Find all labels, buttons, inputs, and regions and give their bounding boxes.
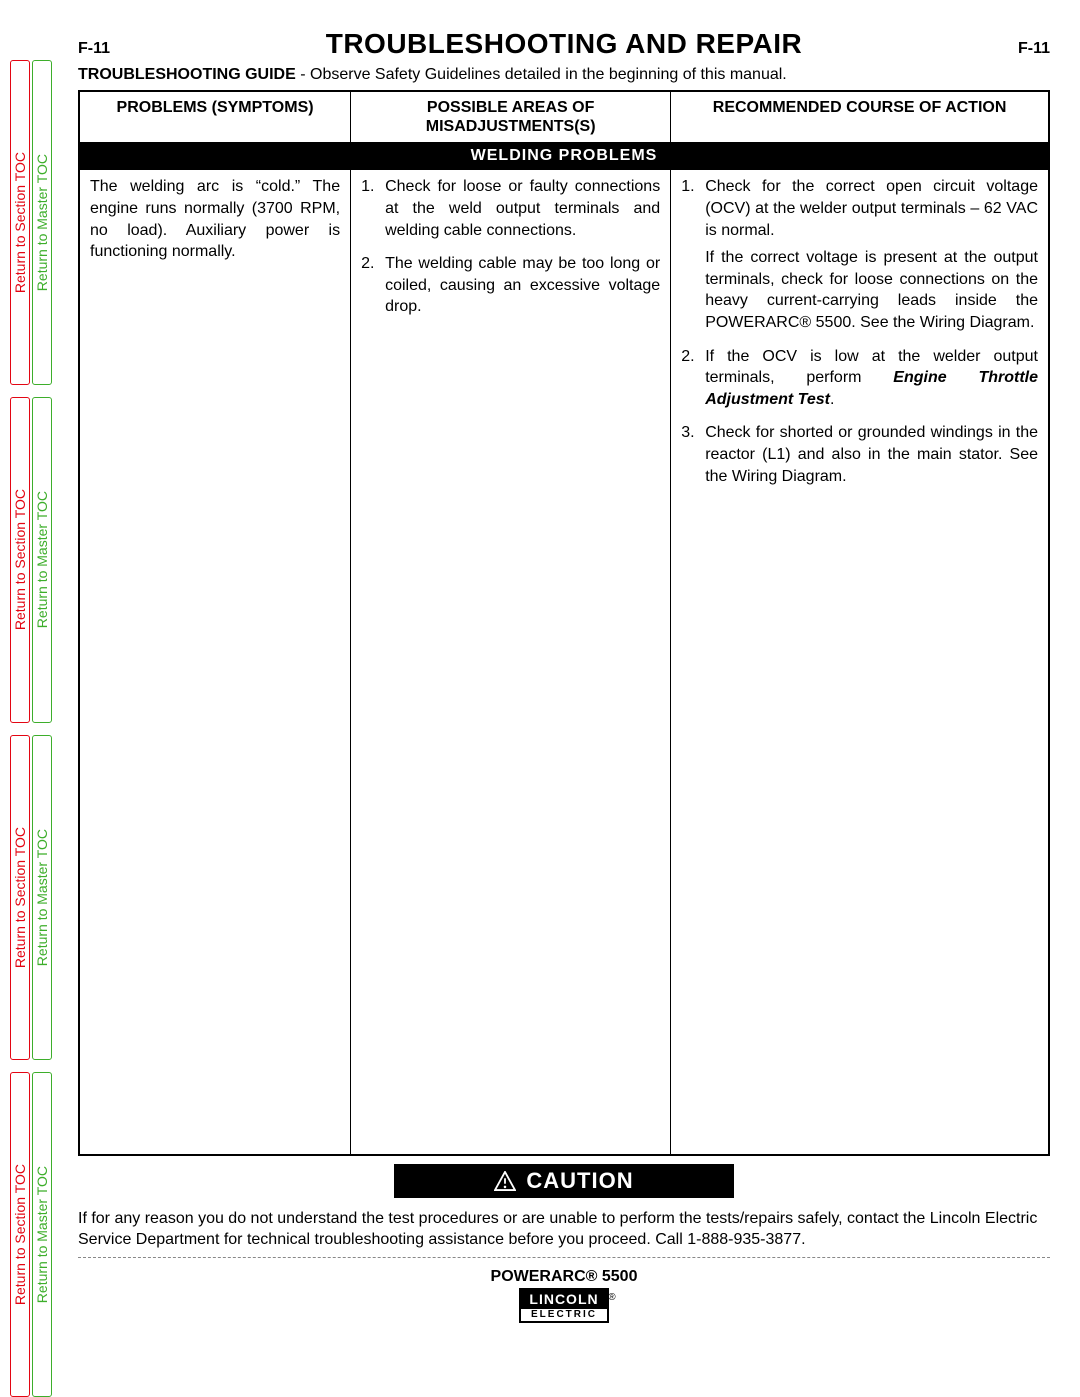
guide-line: TROUBLESHOOTING GUIDE - Observe Safety G… xyxy=(78,66,1050,84)
master-toc-label: Return to Master TOC xyxy=(34,491,50,628)
section-toc-tab[interactable]: Return to Section TOC xyxy=(10,735,30,1060)
side-tabs: Return to Section TOC Return to Section … xyxy=(10,0,52,1397)
master-toc-label: Return to Master TOC xyxy=(34,154,50,291)
master-toc-tab[interactable]: Return to Master TOC xyxy=(32,397,52,722)
master-toc-label: Return to Master TOC xyxy=(34,1166,50,1303)
logo-reg: ® xyxy=(608,1292,616,1303)
rec-item: Check for the correct open circuit volta… xyxy=(681,176,1038,241)
problem-cell: The welding arc is “cold.” The engine ru… xyxy=(79,170,351,1155)
caution-label: CAUTION xyxy=(526,1168,633,1194)
possible-item: The welding cable may be too long or coi… xyxy=(361,253,660,318)
master-toc-tab[interactable]: Return to Master TOC xyxy=(32,60,52,385)
logo-bottom: ELECTRIC xyxy=(519,1309,608,1323)
possible-item: Check for loose or faulty connections at… xyxy=(361,176,660,241)
section-toc-tab[interactable]: Return to Section TOC xyxy=(10,1072,30,1397)
page-content: F-11 TROUBLESHOOTING AND REPAIR F-11 TRO… xyxy=(78,28,1050,1323)
section-band-label: WELDING PROBLEMS xyxy=(79,143,1049,170)
recommended-list-cont: If the OCV is low at the welder output t… xyxy=(681,346,1038,488)
table-header-row: PROBLEMS (SYMPTOMS) POSSIBLE AREAS OF MI… xyxy=(79,91,1049,143)
page-ref-right: F-11 xyxy=(1018,40,1050,58)
recommended-cell: Check for the correct open circuit volta… xyxy=(671,170,1049,1155)
rec-subpara: If the correct voltage is present at the… xyxy=(681,247,1038,333)
table-body-row: The welding arc is “cold.” The engine ru… xyxy=(79,170,1049,1155)
possible-list: Check for loose or faulty connections at… xyxy=(361,176,660,318)
col-header-recommended: RECOMMENDED COURSE OF ACTION xyxy=(671,91,1049,143)
page-ref-left: F-11 xyxy=(78,40,110,58)
logo-top: LINCOLN® xyxy=(519,1288,608,1309)
guide-rest: - Observe Safety Guidelines detailed in … xyxy=(296,66,787,83)
rec-item: If the OCV is low at the welder output t… xyxy=(681,346,1038,411)
problem-text: The welding arc is “cold.” The engine ru… xyxy=(90,176,340,262)
rec-item: Check for shorted or grounded windings i… xyxy=(681,422,1038,487)
lincoln-logo: LINCOLN® ELECTRIC xyxy=(519,1288,608,1323)
troubleshooting-table: PROBLEMS (SYMPTOMS) POSSIBLE AREAS OF MI… xyxy=(78,90,1050,1156)
col-header-problems: PROBLEMS (SYMPTOMS) xyxy=(79,91,351,143)
section-toc-tab[interactable]: Return to Section TOC xyxy=(10,397,30,722)
section-toc-tab[interactable]: Return to Section TOC xyxy=(10,60,30,385)
section-toc-label: Return to Section TOC xyxy=(12,489,28,630)
master-toc-label: Return to Master TOC xyxy=(34,829,50,966)
rec2-c: . xyxy=(830,391,834,408)
section-band-row: WELDING PROBLEMS xyxy=(79,143,1049,170)
caution-bar: CAUTION xyxy=(394,1164,734,1198)
guide-lead: TROUBLESHOOTING GUIDE xyxy=(78,66,296,83)
section-toc-label: Return to Section TOC xyxy=(12,1164,28,1305)
master-toc-tab[interactable]: Return to Master TOC xyxy=(32,1072,52,1397)
master-toc-column: Return to Master TOC Return to Master TO… xyxy=(32,0,52,1397)
product-name: POWERARC® 5500 xyxy=(78,1268,1050,1286)
possible-cell: Check for loose or faulty connections at… xyxy=(351,170,671,1155)
warning-icon xyxy=(494,1171,516,1191)
footer: POWERARC® 5500 LINCOLN® ELECTRIC xyxy=(78,1268,1050,1323)
col-header-possible: POSSIBLE AREAS OF MISADJUSTMENTS(S) xyxy=(351,91,671,143)
section-toc-label: Return to Section TOC xyxy=(12,827,28,968)
dashed-divider xyxy=(78,1257,1050,1258)
master-toc-tab[interactable]: Return to Master TOC xyxy=(32,735,52,1060)
caution-text: If for any reason you do not understand … xyxy=(78,1208,1050,1251)
page-title: TROUBLESHOOTING AND REPAIR xyxy=(326,28,803,60)
section-toc-column: Return to Section TOC Return to Section … xyxy=(10,0,30,1397)
recommended-list: Check for the correct open circuit volta… xyxy=(681,176,1038,241)
header-row: F-11 TROUBLESHOOTING AND REPAIR F-11 xyxy=(78,28,1050,60)
section-toc-label: Return to Section TOC xyxy=(12,152,28,293)
